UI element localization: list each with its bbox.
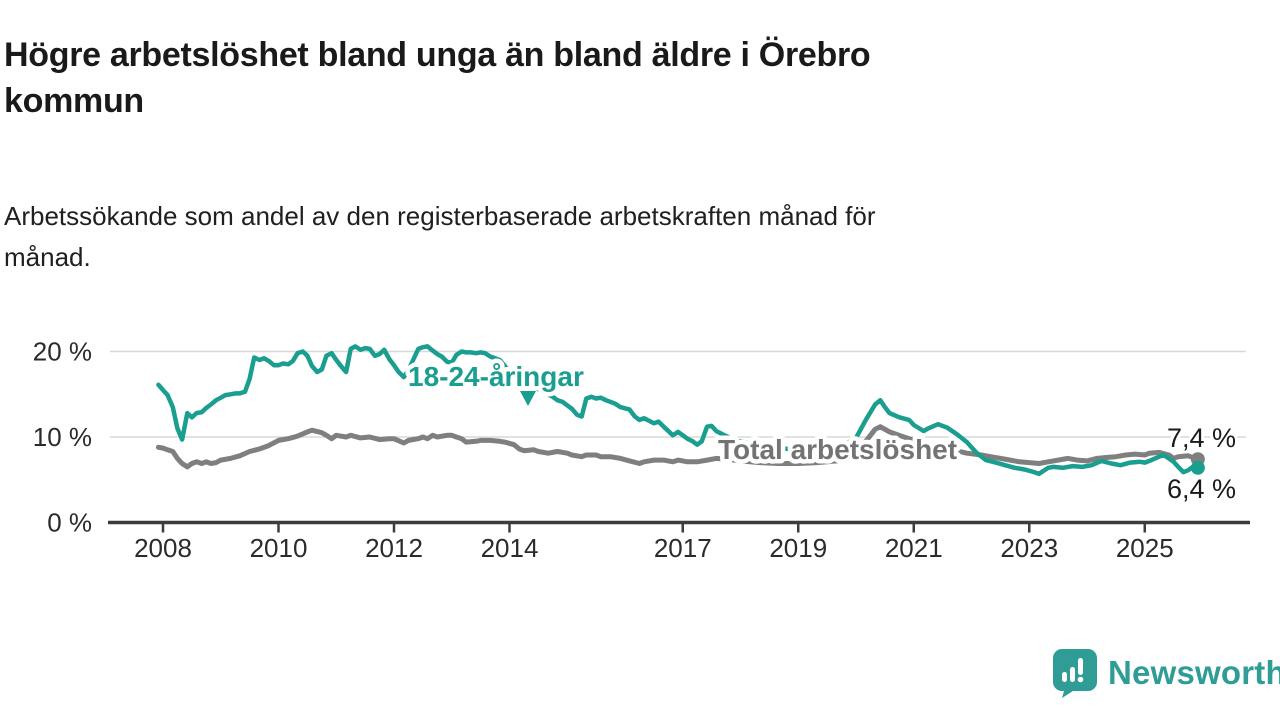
x-tick-label: 2023	[1000, 533, 1058, 563]
series-lines-group	[155, 344, 1201, 477]
end-labels-group: 7,4 % 6,4 %	[1164, 420, 1239, 507]
series-line-total	[155, 424, 1201, 470]
logo-bar-small	[1062, 672, 1067, 682]
y-tick-label: 10 %	[33, 422, 92, 452]
y-tick-label: 20 %	[33, 337, 92, 367]
x-tick-label: 2021	[885, 533, 943, 563]
newsworthy-logo: Newsworthy	[1052, 648, 1280, 698]
series-line-youth	[156, 344, 1201, 477]
page-title-line2: kommun	[4, 82, 144, 120]
x-tick-label: 2017	[654, 533, 712, 563]
x-axis-group: 0 % 10 % 20 % 2008 2010 2012 2014 2017 2019 2021 2…	[33, 337, 1250, 563]
end-dot-youth	[1190, 460, 1205, 475]
down-arrow-icon	[520, 391, 536, 406]
logo-exclamation-dot	[1077, 676, 1084, 683]
series-label-youth: 18-24-åringar	[408, 361, 584, 392]
x-tick-label: 2014	[481, 533, 539, 563]
chart-subtitle: Arbetssökande som andel av den registerb…	[4, 196, 1224, 278]
end-label-youth: 6,4 %	[1167, 474, 1236, 504]
chart-subtitle-line2: månad.	[4, 242, 91, 272]
logo-bar-tall	[1078, 658, 1083, 675]
logo-bar-medium	[1070, 667, 1075, 682]
chart-subtitle-line1: Arbetssökande som andel av den registerb…	[4, 201, 876, 231]
y-tick-label: 0 %	[47, 508, 92, 538]
page-title: Högre arbetslöshet bland unga än bland ä…	[4, 32, 1224, 124]
x-tick-label: 2025	[1116, 533, 1174, 563]
series-label-total: Total arbetslöshet	[718, 434, 957, 465]
x-tick-label: 2012	[365, 533, 423, 563]
page-title-line1: Högre arbetslöshet bland unga än bland ä…	[4, 36, 871, 74]
end-label-total: 7,4 %	[1167, 423, 1236, 453]
x-tick-label: 2010	[250, 533, 308, 563]
x-tick-label: 2019	[769, 533, 827, 563]
x-tick-label: 2008	[134, 533, 192, 563]
series-labels-group: Total arbetslöshet 18-24-åringar	[404, 357, 962, 470]
end-dots-group	[1190, 452, 1205, 475]
newsworthy-logo-icon	[1053, 649, 1097, 698]
newsworthy-logo-text: Newsworthy	[1108, 654, 1280, 691]
